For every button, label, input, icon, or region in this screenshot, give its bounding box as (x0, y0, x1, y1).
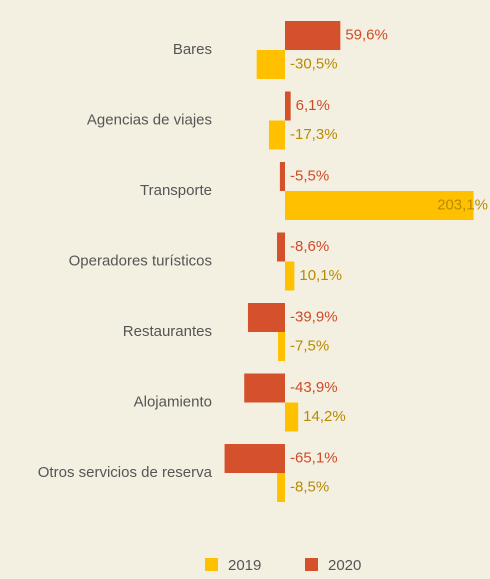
legend-label: 2019 (228, 557, 261, 574)
bar (285, 261, 295, 291)
category-label: Operadores turísticos (69, 252, 212, 269)
value-label: -7,5% (290, 337, 329, 354)
bar (278, 332, 285, 361)
category-label: Otros servicios de reserva (38, 464, 213, 481)
value-label: -8,5% (290, 478, 329, 495)
category-label: Restaurantes (123, 323, 212, 340)
value-label: -5,5% (290, 167, 329, 184)
bar (268, 120, 285, 150)
bar (285, 21, 341, 50)
category-label: Alojamiento (134, 393, 212, 410)
category-label: Transporte (140, 182, 212, 199)
category-label: Agencias de viajes (87, 111, 212, 128)
value-label: -43,9% (290, 379, 338, 396)
value-label: -8,6% (290, 238, 329, 255)
bar (285, 191, 474, 220)
bar (285, 91, 291, 121)
legend-swatch (205, 558, 218, 571)
value-label: 59,6% (345, 26, 388, 43)
legend-swatch (305, 558, 318, 571)
bar (285, 402, 299, 432)
bar (247, 303, 285, 332)
bar (277, 232, 285, 262)
value-label: 14,2% (303, 408, 346, 425)
legend-label: 2020 (328, 557, 361, 574)
bar (224, 444, 285, 473)
bar (279, 162, 285, 191)
value-label: 6,1% (296, 97, 330, 114)
value-label: -39,9% (290, 308, 338, 325)
bar (256, 50, 285, 79)
value-label: 10,1% (299, 267, 342, 284)
category-label: Bares (173, 41, 212, 58)
bar (244, 373, 285, 403)
value-label: -65,1% (290, 449, 338, 466)
value-label: -17,3% (290, 126, 338, 143)
bar (277, 473, 285, 502)
value-label: 203,1% (437, 196, 488, 213)
value-label: -30,5% (290, 55, 338, 72)
